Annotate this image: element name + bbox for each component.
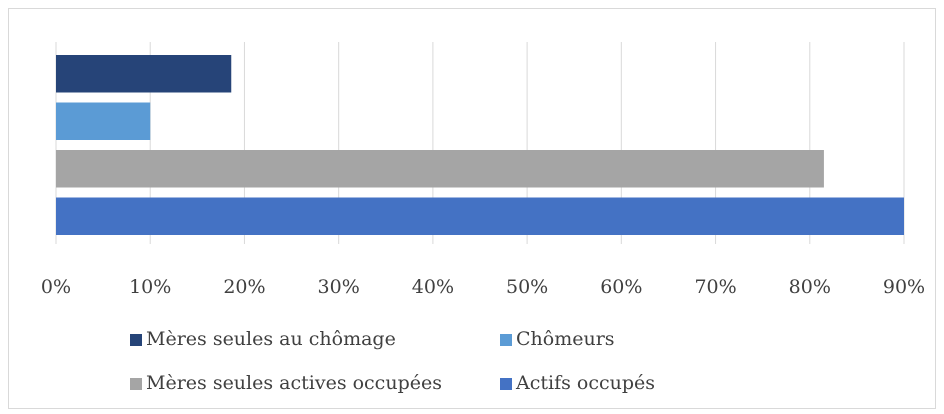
x-tick-label: 80% bbox=[789, 276, 831, 298]
x-tick-label: 70% bbox=[694, 276, 736, 298]
bar bbox=[56, 197, 904, 235]
bar bbox=[56, 102, 151, 140]
legend-swatch bbox=[500, 334, 512, 346]
legend-swatch bbox=[500, 378, 512, 390]
legend-label: Chômeurs bbox=[516, 328, 615, 350]
legend-label: Actifs occupés bbox=[515, 372, 655, 394]
x-tick-label: 20% bbox=[223, 276, 265, 298]
legend-label: Mères seules au chômage bbox=[146, 328, 396, 350]
legend-swatch bbox=[130, 334, 142, 346]
x-tick-label: 0% bbox=[41, 276, 71, 298]
x-tick-label: 10% bbox=[129, 276, 171, 298]
x-tick-label: 30% bbox=[318, 276, 360, 298]
bar bbox=[56, 55, 232, 93]
legend-swatch bbox=[130, 378, 142, 390]
x-tick-label: 40% bbox=[412, 276, 454, 298]
x-tick-label: 60% bbox=[600, 276, 642, 298]
x-tick-label: 90% bbox=[883, 276, 925, 298]
x-tick-label: 50% bbox=[506, 276, 548, 298]
bar bbox=[56, 150, 824, 188]
legend-label: Mères seules actives occupées bbox=[146, 372, 442, 394]
